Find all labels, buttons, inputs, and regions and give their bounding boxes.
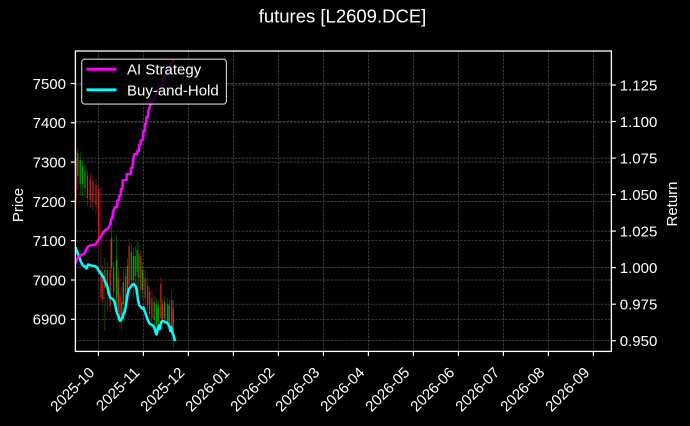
svg-text:7300: 7300 — [33, 155, 66, 172]
svg-text:7500: 7500 — [33, 76, 66, 93]
svg-text:0.975: 0.975 — [620, 297, 658, 314]
svg-text:Return: Return — [664, 181, 681, 226]
svg-text:7100: 7100 — [33, 233, 66, 250]
svg-text:0.950: 0.950 — [620, 333, 658, 350]
svg-text:futures [L2609.DCE]: futures [L2609.DCE] — [259, 6, 427, 27]
svg-text:7200: 7200 — [33, 194, 66, 211]
svg-text:1.075: 1.075 — [620, 151, 658, 168]
svg-text:7000: 7000 — [33, 272, 66, 289]
svg-text:Buy-and-Hold: Buy-and-Hold — [127, 83, 219, 100]
svg-text:6900: 6900 — [33, 312, 66, 329]
svg-text:1.125: 1.125 — [620, 77, 658, 94]
svg-text:Price: Price — [10, 188, 27, 222]
svg-text:1.050: 1.050 — [620, 187, 658, 204]
svg-text:AI Strategy: AI Strategy — [127, 62, 202, 79]
svg-text:1.100: 1.100 — [620, 114, 658, 131]
svg-text:1.025: 1.025 — [620, 224, 658, 241]
svg-text:1.000: 1.000 — [620, 260, 658, 277]
svg-text:7400: 7400 — [33, 115, 66, 132]
